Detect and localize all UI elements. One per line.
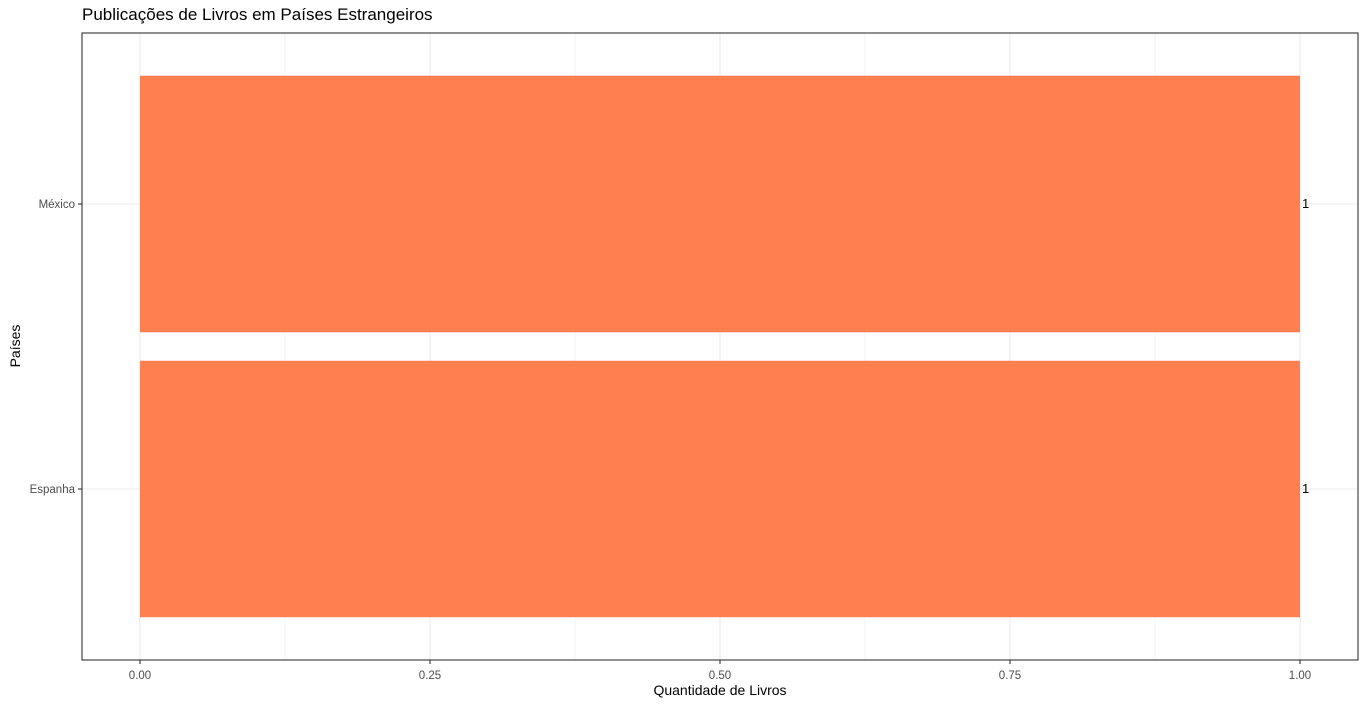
bar-espanha	[140, 360, 1300, 618]
y-tick-label: México	[39, 199, 75, 211]
x-tick-label: 0.75	[999, 670, 1021, 682]
data-label: 1	[1302, 481, 1309, 496]
bar-mexico	[140, 75, 1300, 333]
x-axis-title: Quantidade de Livros	[653, 682, 787, 698]
x-tick-label: 0.25	[419, 670, 441, 682]
x-tick-label: 1.00	[1289, 670, 1311, 682]
y-tick-label: Espanha	[30, 484, 76, 496]
y-axis-title: Países	[7, 324, 23, 368]
data-label: 1	[1302, 196, 1309, 211]
chart-title: Publicações de Livros em Países Estrange…	[82, 5, 433, 24]
x-tick-label: 0.50	[709, 670, 731, 682]
x-tick-label: 0.00	[129, 670, 151, 682]
